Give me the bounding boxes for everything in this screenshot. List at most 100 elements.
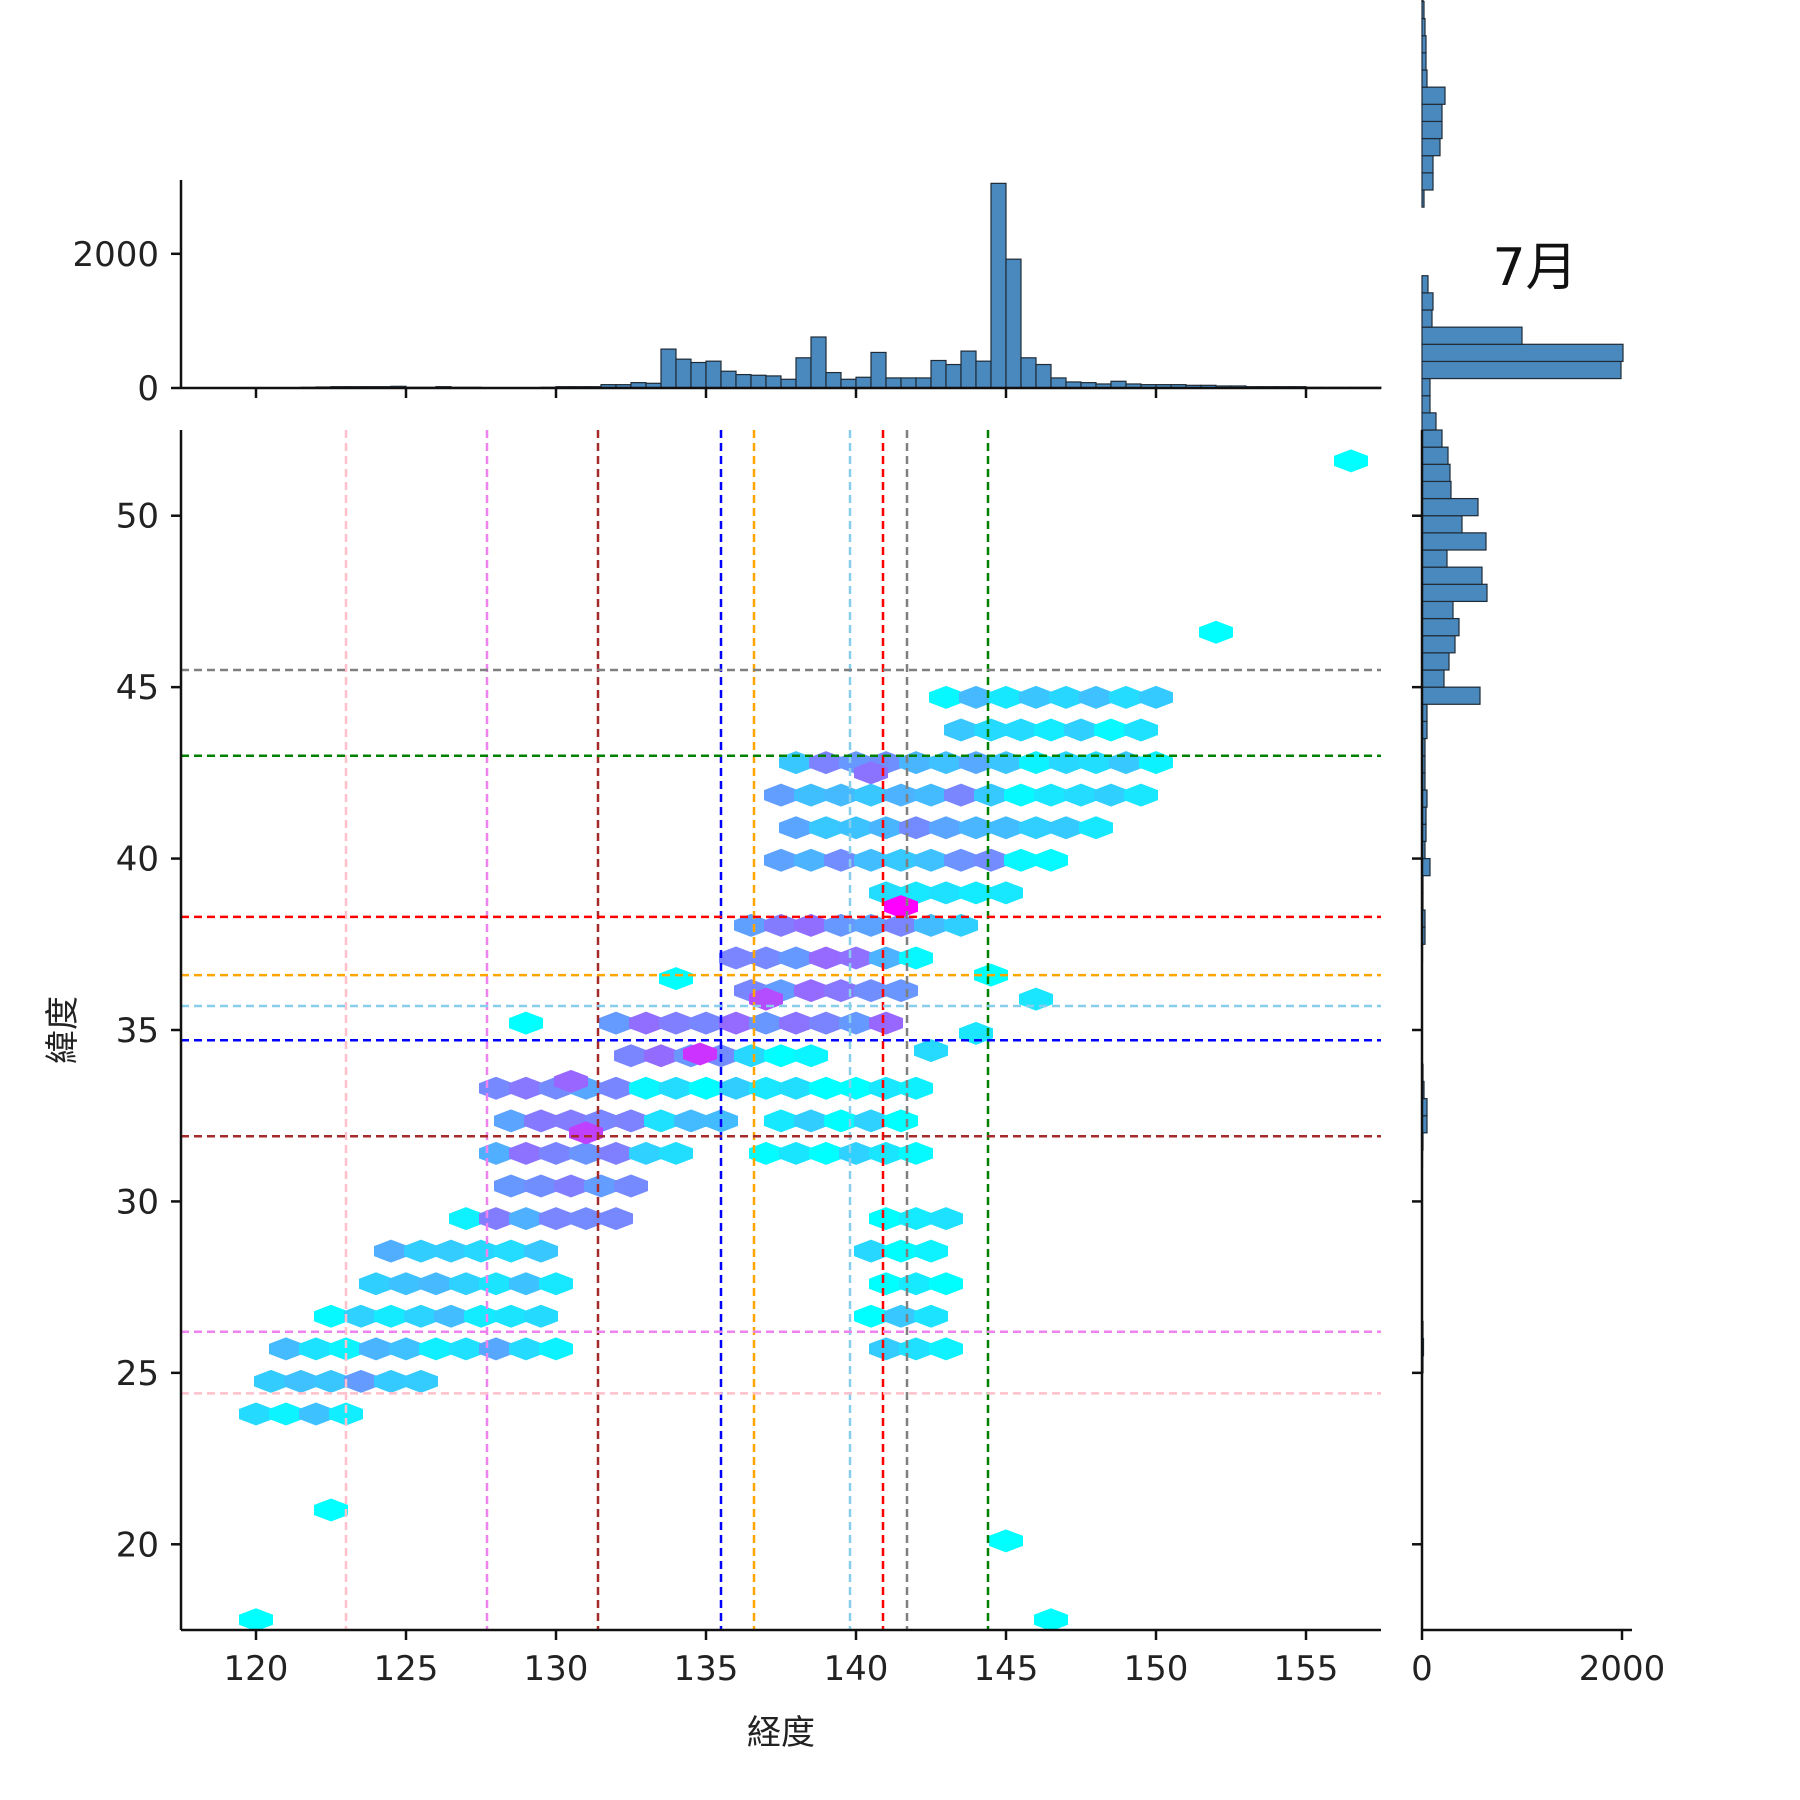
hexbin-cell bbox=[734, 913, 768, 937]
hexbin-cell bbox=[299, 1337, 333, 1361]
hexbin-cell bbox=[689, 1076, 723, 1100]
hexbin-cell bbox=[419, 1337, 453, 1361]
hexbin-cell bbox=[629, 1011, 663, 1035]
hexbin-cell bbox=[719, 1076, 753, 1100]
hexbin-cell bbox=[914, 913, 948, 937]
hexbin-cell bbox=[989, 881, 1023, 905]
hexbin-cell bbox=[374, 1304, 408, 1328]
hexbin-cell bbox=[809, 1076, 843, 1100]
hexbin-cell bbox=[959, 881, 993, 905]
x-tick-label: 150 bbox=[1124, 1649, 1189, 1689]
x-tick-label: 145 bbox=[974, 1649, 1039, 1689]
hexbin-cell bbox=[899, 946, 933, 970]
hexbin-cell-outlier bbox=[509, 1011, 543, 1035]
hexbin-cell-outlier bbox=[239, 1608, 273, 1630]
hexbin-cell bbox=[539, 1272, 573, 1296]
right-histogram-bar bbox=[1421, 686, 1481, 705]
hexbin-cell-hot bbox=[884, 895, 918, 919]
right-histogram-bar bbox=[1421, 155, 1434, 174]
hexbin-cell bbox=[419, 1272, 453, 1296]
hexbin-cell bbox=[899, 816, 933, 840]
hexbin-cell bbox=[824, 848, 858, 872]
hexbin-cell bbox=[854, 848, 888, 872]
hexbin-cell bbox=[929, 1337, 963, 1361]
hexbin-cell bbox=[389, 1337, 423, 1361]
hexbin-cell bbox=[809, 816, 843, 840]
right-histogram-bar bbox=[1421, 497, 1479, 517]
top-histogram-bar bbox=[660, 348, 677, 389]
hexbin-cell bbox=[974, 848, 1008, 872]
hexbin-cell bbox=[854, 1304, 888, 1328]
hexbin-cell bbox=[1049, 816, 1083, 840]
hexbin-cell bbox=[869, 1141, 903, 1165]
right-histogram-bar bbox=[1421, 652, 1450, 671]
hexbin-cell bbox=[1139, 685, 1173, 709]
hexbin-cell bbox=[749, 1076, 783, 1100]
hexbin-cell bbox=[479, 1076, 513, 1100]
main-plot: 120 125 130 135 140 145 150 155 20 25 30 35 40 45 50 経… bbox=[43, 388, 1422, 1753]
hexbin-cell bbox=[779, 1141, 813, 1165]
main-axes: 120 125 130 135 140 145 150 155 20 25 30 35 40 45 50 bbox=[116, 388, 1422, 1689]
top-histogram-bar bbox=[735, 373, 752, 389]
hexbin-cell bbox=[959, 685, 993, 709]
hexbin-cell bbox=[1109, 685, 1143, 709]
top-histogram-bar bbox=[1005, 258, 1022, 389]
hexbin-cell bbox=[869, 1011, 903, 1035]
right-histogram-bar bbox=[1421, 86, 1446, 105]
top-histogram-bar bbox=[1020, 357, 1037, 389]
hexbin-cell bbox=[494, 1304, 528, 1328]
hexbin-cell bbox=[389, 1272, 423, 1296]
hexbin-cell bbox=[674, 1109, 708, 1133]
hexbin-cell bbox=[809, 1141, 843, 1165]
reference-lines bbox=[181, 430, 1381, 1630]
hexbin-cell bbox=[1124, 783, 1158, 807]
hexbin-cell bbox=[449, 1207, 483, 1231]
top-histogram-bar bbox=[900, 377, 917, 389]
hexbin-cell bbox=[1124, 718, 1158, 742]
top-histogram-bar bbox=[825, 371, 842, 389]
hexbin-cell bbox=[314, 1304, 348, 1328]
hexbin-cell bbox=[929, 751, 963, 775]
hexbin-cell-outlier bbox=[659, 967, 693, 991]
hexbin-cell bbox=[449, 1337, 483, 1361]
hexbin-cell bbox=[554, 1174, 588, 1198]
hexbin-cell bbox=[659, 1141, 693, 1165]
hexbin-cell bbox=[509, 1337, 543, 1361]
hexbin-cell bbox=[899, 1141, 933, 1165]
hexbin-cell bbox=[359, 1272, 393, 1296]
top-histogram-bar bbox=[780, 378, 797, 389]
hexbin-cell bbox=[1019, 816, 1053, 840]
hexbin-cell bbox=[929, 881, 963, 905]
hexbin-cell bbox=[614, 1044, 648, 1068]
top-histogram-bar bbox=[705, 360, 722, 389]
hexbin-cell bbox=[914, 1304, 948, 1328]
hexbin-cell bbox=[779, 1076, 813, 1100]
hexbin-cell-outlier bbox=[1034, 1608, 1068, 1630]
top-histogram-bar bbox=[885, 377, 902, 389]
hexbin-cell bbox=[524, 1304, 558, 1328]
right-histogram-bar bbox=[1421, 412, 1437, 431]
hexbin-cell bbox=[989, 816, 1023, 840]
top-histogram-bar bbox=[765, 375, 782, 389]
hexbin-cell-outlier bbox=[314, 1498, 348, 1522]
hexbin-cell bbox=[479, 1272, 513, 1296]
hexbin-cell bbox=[719, 1011, 753, 1035]
hexbin-cell bbox=[944, 783, 978, 807]
hexbin-cell bbox=[599, 1076, 633, 1100]
hexbin-cell bbox=[824, 783, 858, 807]
top-histogram-bar bbox=[795, 357, 812, 389]
hexbin-cell bbox=[509, 1076, 543, 1100]
hexbin-cell bbox=[299, 1402, 333, 1426]
hexbin-cell bbox=[884, 979, 918, 1003]
hexbin-cell bbox=[794, 783, 828, 807]
top-histogram-bar bbox=[690, 361, 707, 389]
hexbin-cell bbox=[884, 783, 918, 807]
hexbin-cell bbox=[824, 913, 858, 937]
right-histogram-bar bbox=[1421, 0, 1425, 20]
hexbin-cell bbox=[854, 979, 888, 1003]
hexbin-cell bbox=[1049, 685, 1083, 709]
hexbin-cell bbox=[734, 1044, 768, 1068]
hexbin-cell bbox=[869, 1272, 903, 1296]
hexbin-cell bbox=[794, 913, 828, 937]
